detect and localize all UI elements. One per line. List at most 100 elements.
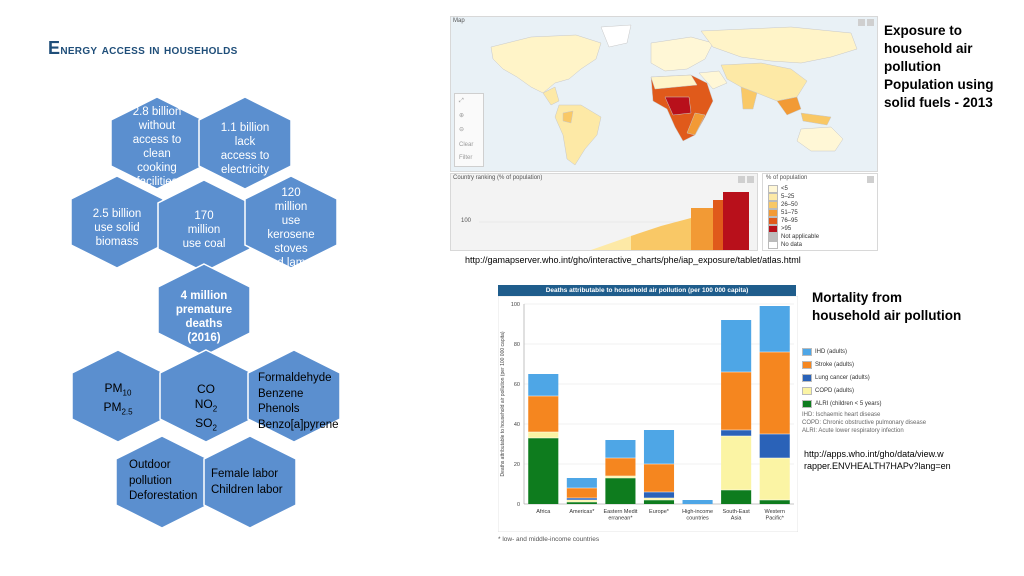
bar-segment [643,500,675,504]
y-tick-label: 60 [514,382,520,388]
map-label: Map [453,18,465,24]
hex-kerosene [244,175,338,269]
exposure-heading: Exposure to household air pollution Populat… [884,23,994,110]
exposure-legend: % of population <5 5–25 26–50 51–75 76–9… [762,173,878,251]
expand-icon[interactable] [867,19,874,26]
ranking-panel[interactable]: Country ranking (% of population) 100 [450,173,758,251]
y-tick-label: 20 [514,462,520,468]
bar-segment [528,438,559,504]
hex-outdoor-text: Outdoor pollution Deforestation [129,459,198,502]
chart-title: Deaths attributable to household air pol… [498,285,796,296]
x-tick-label: countries [686,516,709,522]
bar-segment [682,500,713,504]
bar-segment [566,478,597,488]
legend-item-alri: ALRI (children < 5 years) [802,400,882,408]
hex-no-clean-cooking-text: 2.8 billion without access to clean cooking f… [132,106,182,188]
legend-item-ihd: IHD (adults) [802,348,882,356]
bar-segment [605,440,636,458]
x-tick-label: erranean* [608,516,633,522]
legend-item-copd: COPD (adults) [802,387,882,395]
legend-item: No data [768,241,802,249]
bar-segment [759,458,790,500]
bar-segment [528,396,559,432]
hex-kerosene-text: 120 million use kerosene stoves and lamps [264,187,318,269]
bar-segment [566,488,597,498]
abbreviation-notes: IHD: Ischaemic heart disease COPD: Chroni… [802,412,927,434]
expand-icon[interactable] [867,176,874,183]
hex-labor [203,435,297,529]
x-tick-label: Asia [731,516,743,522]
chart-legend: IHD (adults) Stroke (adults) Lung cancer… [802,348,882,413]
zoom-in-icon[interactable]: ⊕ [459,113,465,119]
y-tick-label: 100 [511,302,520,308]
bar-segment [566,500,597,502]
bar-segment [566,502,597,504]
expand-icon[interactable] [747,176,754,183]
hexagon-diagram [70,96,341,529]
map-panel[interactable]: Map [450,16,878,172]
x-tick-label: Pacific* [766,516,785,522]
legend-item: 76–95 [768,217,798,225]
bar-segment [643,492,675,498]
legend-item-stroke: Stroke (adults) [802,361,882,369]
x-tick-label: Americas* [569,509,595,515]
legend-item-lung-cancer: Lung cancer (adults) [802,374,882,382]
bar-segment [643,498,675,500]
legend-title: % of population [766,175,808,181]
bar-segment [759,500,790,504]
hex-solid-biomass [70,175,164,269]
download-icon[interactable] [738,176,745,183]
ranking-tick-100: 100 [461,218,472,224]
bar-segment [643,464,675,492]
legend-item: 5–25 [768,193,794,201]
zoom-out-icon[interactable]: ⊖ [459,127,465,133]
chart-footnote: * low- and middle-income countries [498,536,600,543]
bar-segment [605,478,636,504]
exposure-source-url[interactable]: http://gamapserver.who.int/gho/interacti… [465,255,801,265]
hex-labor-text: Female labor Children labor [211,468,283,496]
hex-gases-text: CO NO2 SO2 [194,382,218,433]
y-axis-label: Deaths attributable to household air pol… [500,331,506,476]
hex-lack-electricity [198,96,292,190]
hex-organics [247,349,341,443]
bar-segment [643,430,675,464]
x-tick-label: Africa [536,509,551,515]
bar-segment [759,352,790,434]
map-filter-button[interactable]: Filter [459,155,473,161]
bar-segment [528,432,559,438]
bar-segment [759,434,790,458]
hex-solid-biomass-text: 2.5 billion use solid biomass [92,208,142,248]
hex-particulates-text: PM10 PM2.5 [103,381,133,417]
y-tick-label: 80 [514,342,520,348]
hex-deaths-text: 4 million premature deaths (2016) [175,290,233,344]
x-tick-label: High-income [682,509,713,515]
download-icon[interactable] [858,19,865,26]
legend-item: <5 [768,185,788,193]
bar-segment [605,458,636,476]
map-clear-button[interactable]: Clear [459,142,474,148]
hex-organics-text: Formaldehyde Benzene Phenols Benzo[a]pyrene [258,372,339,431]
hex-coal-text: 170 million use coal [182,210,226,250]
bar-segment [721,320,752,372]
legend-item: >95 [768,225,791,233]
x-tick-label: South-East [723,509,751,515]
fullscreen-icon[interactable]: ⤢ [459,98,464,104]
ranking-chart [479,192,751,250]
bar-segment [605,476,636,478]
page-title: Energy access in households [48,38,238,58]
ranking-label: Country ranking (% of population) [453,175,543,181]
bar-segment [721,436,752,490]
bar-segment [528,374,559,396]
bar-segment [721,372,752,430]
mortality-source-url[interactable]: http://apps.who.int/gho/data/view.w rappe… [804,449,951,471]
map-zoom-controls[interactable]: ⤢ ⊕ ⊖ Clear Filter [454,93,484,167]
bar-segment [566,498,597,500]
legend-item: 26–50 [768,201,798,209]
x-tick-label: Europe* [649,509,670,515]
bar-segment [721,430,752,436]
x-tick-label: Eastern Medit [603,509,637,515]
world-map[interactable] [451,17,877,171]
x-tick-label: Western [765,509,785,515]
bar-segment [759,306,790,352]
legend-item: Not applicable [768,233,819,241]
